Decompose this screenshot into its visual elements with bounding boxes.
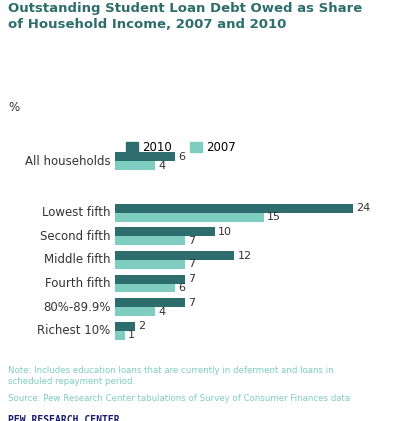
Bar [115,322,135,330]
Bar [115,298,185,307]
Bar [115,204,353,213]
Bar [115,283,175,293]
Text: Richest 10%: Richest 10% [37,324,110,337]
Text: Second fifth: Second fifth [40,230,110,243]
Text: 10: 10 [218,227,232,237]
Text: 7: 7 [188,236,195,246]
Text: 1: 1 [128,330,135,340]
Text: 12: 12 [237,250,251,261]
Bar [115,260,185,269]
Text: Middle fifth: Middle fifth [44,253,110,266]
Text: 24: 24 [356,203,371,213]
Bar [115,152,175,161]
Text: %: % [8,101,19,114]
Text: 80%-89.9%: 80%-89.9% [43,301,110,314]
Text: 2: 2 [138,321,145,331]
Bar [115,251,234,260]
Text: 7: 7 [188,298,195,308]
Text: Source: Pew Research Center tabulations of Survey of Consumer Finances data: Source: Pew Research Center tabulations … [8,394,350,402]
Text: Fourth fifth: Fourth fifth [45,277,110,290]
Bar [115,237,185,245]
Bar [115,307,155,316]
Bar [115,227,215,237]
Text: 6: 6 [178,283,185,293]
Text: Outstanding Student Loan Debt Owed as Share
of Household Income, 2007 and 2010: Outstanding Student Loan Debt Owed as Sh… [8,2,363,31]
Text: 15: 15 [267,212,281,222]
Text: Note: Includes education loans that are currently in deferment and loans in
sche: Note: Includes education loans that are … [8,366,334,386]
Bar [115,330,125,340]
Text: 4: 4 [158,160,165,171]
Text: 7: 7 [188,259,195,269]
Text: PEW RESEARCH CENTER: PEW RESEARCH CENTER [8,415,120,421]
Bar [115,161,155,170]
Legend: 2010, 2007: 2010, 2007 [121,136,241,159]
Text: Lowest fifth: Lowest fifth [42,206,110,219]
Bar [115,274,185,283]
Text: 6: 6 [178,152,185,162]
Bar [115,213,264,222]
Text: 7: 7 [188,274,195,284]
Text: 4: 4 [158,306,165,317]
Text: All households: All households [25,155,110,168]
